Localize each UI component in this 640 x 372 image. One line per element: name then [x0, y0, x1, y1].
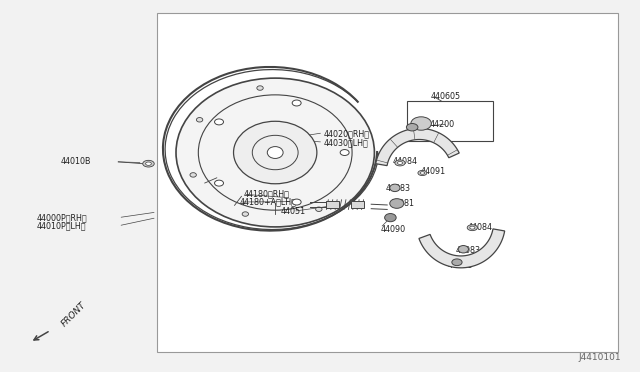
Text: J4410101: J4410101 — [578, 353, 621, 362]
Text: 44180+A〈LH〉: 44180+A〈LH〉 — [239, 198, 296, 206]
Ellipse shape — [406, 124, 418, 131]
Ellipse shape — [411, 117, 431, 130]
Ellipse shape — [390, 199, 404, 208]
Ellipse shape — [242, 212, 248, 216]
Text: 44084: 44084 — [393, 157, 418, 166]
Text: 44091: 44091 — [421, 167, 446, 176]
Text: 44081: 44081 — [448, 262, 473, 270]
Text: 44180〈RH〉: 44180〈RH〉 — [243, 190, 289, 199]
Circle shape — [395, 160, 405, 166]
Ellipse shape — [176, 78, 374, 227]
Circle shape — [143, 160, 154, 167]
Ellipse shape — [190, 173, 196, 177]
Text: 44084: 44084 — [467, 223, 492, 232]
Text: 44020〈RH〉: 44020〈RH〉 — [323, 129, 369, 138]
Text: 44030〈LH〉: 44030〈LH〉 — [323, 139, 368, 148]
Ellipse shape — [214, 119, 223, 125]
Text: 440605: 440605 — [431, 92, 461, 101]
Circle shape — [418, 170, 427, 176]
Text: 44010B: 44010B — [61, 157, 92, 166]
Ellipse shape — [257, 86, 263, 90]
Text: 44000P〈RH〉: 44000P〈RH〉 — [37, 213, 88, 222]
Bar — [351, 201, 364, 208]
Text: 44051: 44051 — [280, 207, 305, 216]
Ellipse shape — [234, 121, 317, 184]
Text: 44090: 44090 — [380, 225, 405, 234]
Text: 44083: 44083 — [386, 184, 411, 193]
Ellipse shape — [292, 100, 301, 106]
Bar — [157, 13, 618, 352]
Ellipse shape — [214, 180, 223, 186]
Polygon shape — [376, 128, 460, 166]
Bar — [407, 101, 493, 141]
Ellipse shape — [196, 118, 203, 122]
Text: 44200: 44200 — [430, 120, 455, 129]
Circle shape — [146, 162, 152, 165]
Bar — [326, 201, 339, 208]
Ellipse shape — [316, 207, 322, 211]
Text: 44083: 44083 — [456, 246, 481, 255]
Ellipse shape — [458, 246, 468, 253]
Ellipse shape — [340, 150, 349, 155]
Text: FRONT: FRONT — [60, 300, 88, 328]
Ellipse shape — [292, 199, 301, 205]
Ellipse shape — [268, 147, 283, 158]
Circle shape — [420, 171, 425, 174]
Ellipse shape — [390, 184, 400, 192]
Polygon shape — [419, 229, 505, 268]
Circle shape — [470, 226, 475, 229]
Text: 44081: 44081 — [390, 199, 415, 208]
Ellipse shape — [385, 214, 396, 222]
Circle shape — [467, 225, 477, 231]
Circle shape — [397, 161, 403, 164]
Text: 44010P〈LH〉: 44010P〈LH〉 — [37, 221, 86, 230]
Ellipse shape — [452, 259, 462, 266]
